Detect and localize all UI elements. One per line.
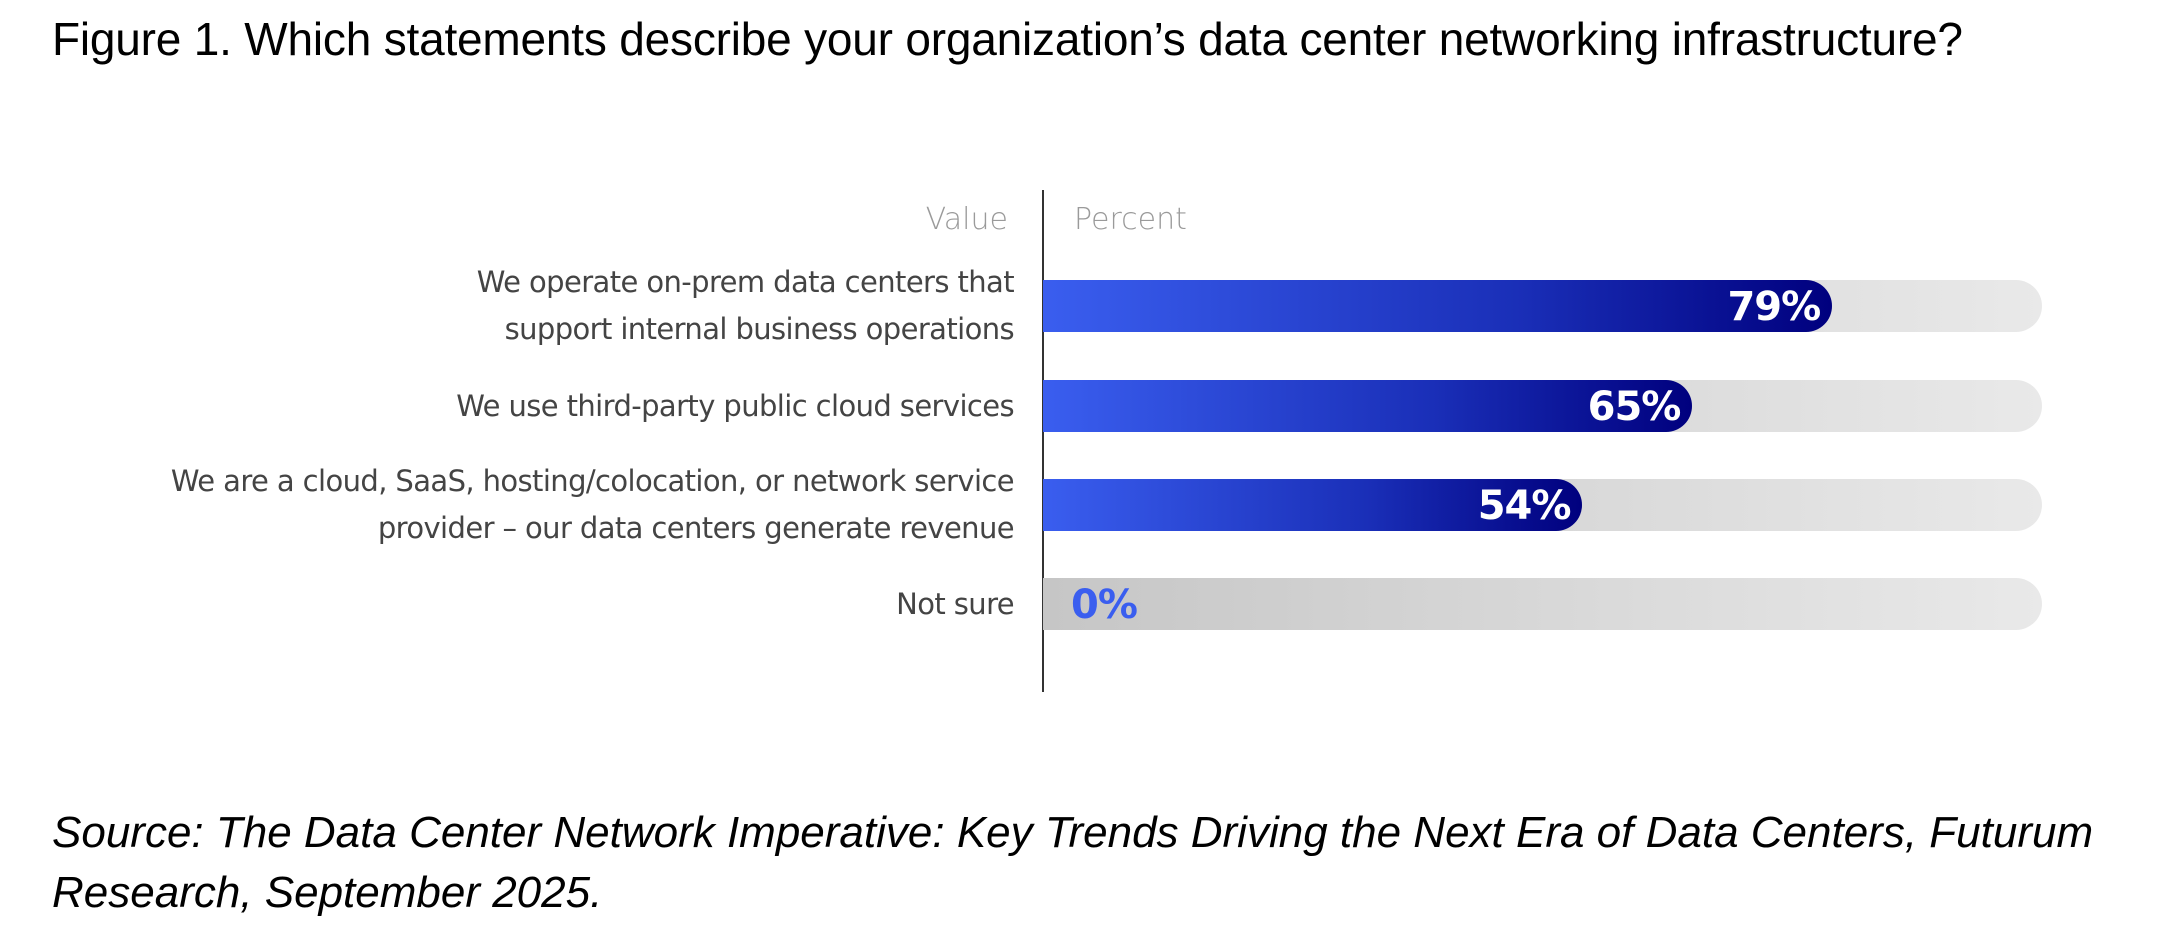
y-axis-line [1042, 190, 1044, 692]
bar [1043, 380, 1693, 432]
data-label: 79% [1727, 284, 1821, 330]
category-label: We operate on-prem data centers that supp… [476, 259, 1015, 353]
bar-track: 65% [1043, 380, 2042, 432]
data-label: 65% [1587, 384, 1682, 430]
chart-title: Figure 1. Which statements describe your… [52, 13, 1963, 65]
category-label-line: Not sure [896, 586, 1014, 621]
column-header-value: Value [925, 202, 1008, 237]
category-label-line: We operate on-prem data centers that [476, 265, 1015, 299]
category-label-line: We use third-party public cloud services [456, 388, 1014, 423]
bar [1043, 280, 1833, 332]
bar [1043, 479, 1583, 531]
bar-track: 79% [1043, 280, 2042, 332]
bar-track: 0% [1043, 578, 2042, 630]
data-label: 0% [1071, 582, 1138, 628]
source-note: Source: The Data Center Network Imperati… [52, 803, 2152, 923]
category-label: We are a cloud, SaaS, hosting/colocation… [170, 458, 1015, 552]
category-label-line: We are a cloud, SaaS, hosting/colocation… [170, 464, 1015, 498]
column-header-percent: Percent [1074, 202, 1187, 237]
category-label-line: support internal business operations [504, 312, 1015, 346]
category-label-line: provider – our data centers generate rev… [377, 511, 1015, 545]
source-line-1: Source: The Data Center Network Imperati… [52, 808, 2094, 857]
category-label: We use third-party public cloud services [456, 383, 1014, 430]
source-line-2: Research, September 2025. [52, 868, 603, 917]
bar-track: 54% [1043, 479, 2042, 531]
category-label: Not sure [896, 581, 1014, 628]
data-label: 54% [1477, 483, 1572, 529]
